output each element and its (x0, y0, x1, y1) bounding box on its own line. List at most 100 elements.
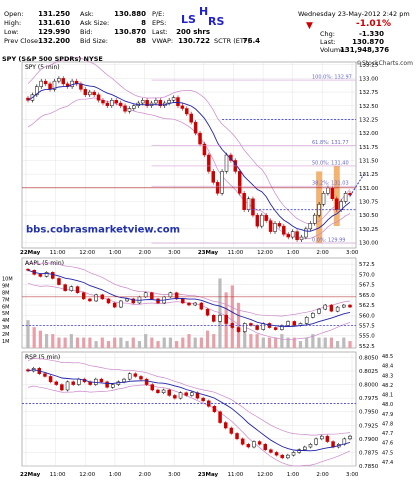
candle-body (273, 327, 278, 330)
x-tick-label: 1:00 (287, 250, 300, 256)
candle-body (342, 304, 346, 308)
candle-body (268, 220, 273, 232)
candle-body (320, 435, 324, 440)
candle-body (127, 108, 132, 112)
y-tick-label: 131.75 (359, 145, 379, 151)
y-tick-label: 572.5 (359, 262, 375, 268)
open-label: Open: (4, 10, 24, 18)
candle-body (335, 198, 339, 210)
moving-average-line (27, 83, 351, 232)
ask-label: Ask: (80, 10, 94, 18)
candle-body (176, 97, 180, 107)
candle-body (185, 108, 189, 115)
candle-body (277, 223, 282, 227)
candle-body (122, 378, 126, 383)
candle-body (106, 298, 111, 304)
candle-body (92, 91, 96, 96)
volume-bar (38, 330, 42, 348)
candle-body (51, 272, 55, 279)
candle-body (44, 272, 49, 277)
candle-body (329, 304, 334, 312)
volume-bar (236, 302, 241, 348)
volume-bar (32, 327, 36, 348)
x-tick-label: 11:00 (227, 472, 243, 478)
candle-body (242, 323, 247, 332)
chg-label: Chg: (320, 30, 335, 38)
quote-datetime: Wednesday 23-May-2012 2:42 pm (298, 10, 410, 18)
y-tick-label: 130.50 (359, 213, 379, 219)
pe-label: P/E: (152, 10, 165, 18)
volume-bar (156, 341, 160, 348)
sctr-label: SCTR (ETF): (214, 37, 253, 45)
candle-body (57, 278, 61, 285)
volume-bar (230, 285, 234, 348)
low-value: 129.990 (38, 28, 70, 36)
candle-body (69, 286, 74, 291)
y-tick-label: 560.0 (359, 313, 375, 319)
chg-value: -1.330 (358, 30, 384, 38)
candle-body (212, 315, 216, 322)
candle-body (171, 97, 176, 101)
annotation-h: H (199, 5, 209, 18)
y-tick-label: 130.25 (359, 227, 379, 233)
upper-band-line (27, 261, 351, 317)
vwap-value: 130.722 (178, 37, 210, 45)
x-tick-label: 1:00 (109, 472, 122, 478)
volume-bar (298, 341, 303, 348)
candle-body (88, 91, 92, 96)
lower-band-line (27, 384, 351, 467)
candle-body (161, 389, 166, 393)
candle-body (286, 234, 290, 238)
x-tick-label: 11:00 (50, 472, 66, 478)
chart-title: SPY (S&P 500 SPDRs) NYSE (2, 55, 103, 63)
candle-body (330, 187, 335, 200)
x-tick-label: 2:00 (316, 250, 329, 256)
candle-body (184, 392, 188, 396)
candle-body (79, 83, 83, 90)
candle-body (237, 171, 242, 194)
last-label: Last: (152, 28, 168, 36)
volume-label: Volume: (320, 46, 347, 54)
volume-bar (193, 337, 197, 348)
fib-level-label: 50.0%: 131.40 (312, 160, 349, 166)
candle-body (145, 100, 149, 107)
candle-body (343, 193, 348, 202)
candle-body (168, 292, 173, 298)
y-tick-label: 131.00 (359, 186, 379, 192)
candle-body (154, 100, 158, 104)
volume-bar (137, 341, 142, 348)
candle-body (199, 302, 204, 310)
candle-body (295, 231, 299, 241)
x-tick-label: 11:00 (50, 250, 66, 256)
candle-body (312, 214, 317, 224)
candle-body (187, 302, 191, 306)
candle-body (94, 294, 98, 302)
candle-body (260, 214, 264, 227)
x-tick-label: 22May (20, 472, 41, 478)
candle-body (198, 132, 202, 145)
candle-body (280, 454, 284, 459)
candle-body (205, 308, 210, 316)
candle-body (174, 292, 179, 300)
rsi-tick-label: 47.6 (382, 441, 393, 447)
volume-bar (119, 337, 123, 348)
high-label: High: (4, 19, 22, 27)
candle-body (255, 214, 260, 227)
volume-bar (187, 334, 191, 348)
candle-body (299, 236, 304, 241)
volume-bar (249, 334, 253, 348)
series-label: RSP (5 min) (25, 354, 60, 361)
y-tick-label: 0.7875 (359, 450, 379, 456)
volume-bar (199, 337, 203, 348)
y-tick-label: 555.0 (359, 334, 375, 340)
candle-body (263, 444, 268, 450)
volume-tick-label: 2M (2, 332, 10, 338)
x-tick-label: 1:00 (109, 250, 122, 256)
candle-body (61, 78, 66, 85)
volume-bar (100, 337, 104, 348)
y-tick-label: 567.5 (359, 283, 375, 289)
candle-body (105, 102, 110, 107)
last-shares-value: 200 shrs (176, 28, 210, 36)
volume-bar (323, 337, 327, 348)
